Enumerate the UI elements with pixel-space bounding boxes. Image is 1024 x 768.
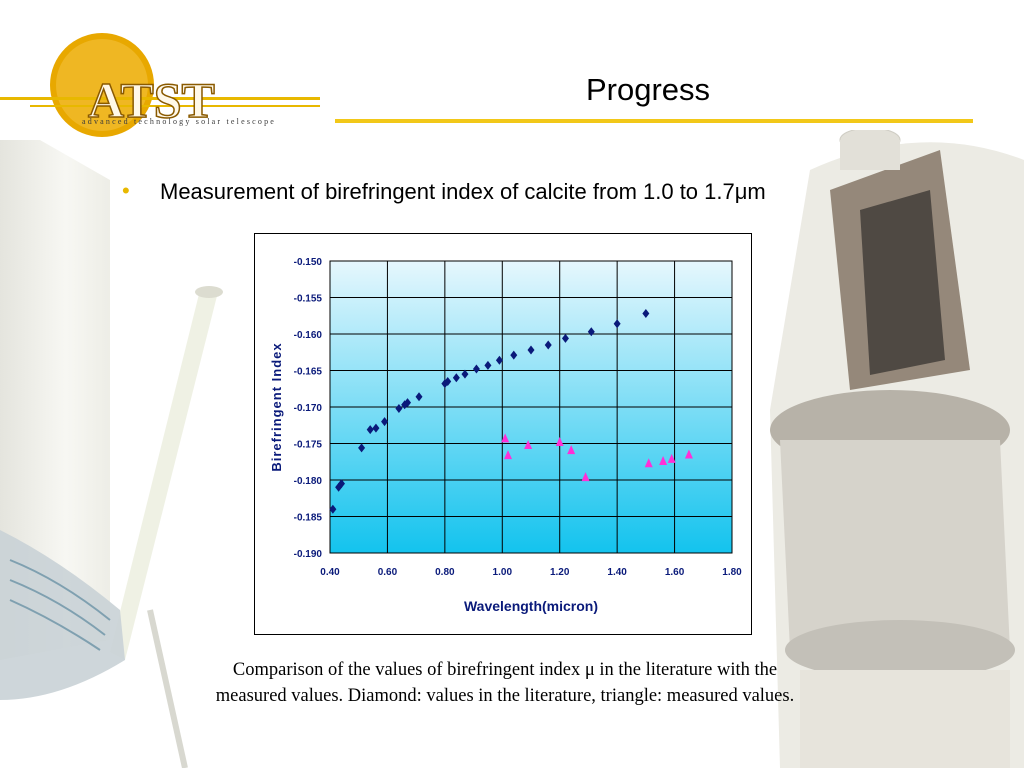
- telescope-enclosure-illustration-right: [770, 130, 1024, 768]
- diamond-point: [544, 340, 552, 350]
- y-tick-label: -0.190: [294, 549, 323, 560]
- triangle-point: [644, 458, 653, 468]
- x-tick-labels: 0.40 0.60 0.80 1.00 1.20 1.40 1.60 1.80: [320, 567, 742, 578]
- slide-title: Progress: [586, 72, 711, 107]
- y-tick-label: -0.150: [294, 257, 323, 268]
- diamond-point: [415, 392, 423, 402]
- diamond-point: [395, 403, 403, 413]
- diamond-point: [461, 369, 469, 379]
- diamond-point: [510, 350, 518, 360]
- gridlines: [329, 260, 733, 554]
- diamond-point: [381, 417, 389, 427]
- triangle-point: [555, 437, 564, 447]
- logo-wordmark: ATST: [88, 72, 215, 128]
- y-tick-label: -0.175: [294, 440, 323, 451]
- diamond-point: [527, 345, 535, 355]
- y-tick-label: -0.170: [294, 403, 323, 414]
- y-tick-labels: -0.150 -0.155 -0.160 -0.165 -0.170 -0.175 -0.1…: [294, 257, 323, 560]
- x-tick-label: 1.40: [607, 567, 627, 578]
- triangle-point: [524, 439, 533, 449]
- birefringence-scatter-chart: -0.150 -0.155 -0.160 -0.165 -0.170 -0.175 -0.1…: [269, 257, 742, 614]
- diamond-point: [444, 376, 452, 386]
- bullet-text: Measurement of birefringent index of cal…: [160, 179, 766, 204]
- diamond-point: [484, 360, 492, 370]
- triangle-point: [659, 456, 668, 466]
- triangle-point: [684, 449, 693, 459]
- diamond-point: [372, 423, 380, 433]
- diamond-point: [587, 327, 595, 337]
- title-underline: [335, 119, 973, 123]
- triangle-point: [504, 450, 513, 460]
- diamond-point: [613, 319, 621, 329]
- diamond-point: [472, 364, 480, 374]
- caption-line-2: measured values. Diamond: values in the …: [215, 686, 795, 706]
- x-tick-label: 1.80: [722, 567, 742, 578]
- triangle-point: [581, 472, 590, 482]
- x-tick-label: 1.20: [550, 567, 570, 578]
- y-tick-label: -0.155: [294, 294, 323, 305]
- triangle-point: [501, 433, 510, 443]
- atst-logo: ATST advanced technology solar telescope: [0, 33, 320, 137]
- x-axis-label: Wavelength(micron): [464, 598, 598, 614]
- y-tick-label: -0.165: [294, 367, 323, 378]
- triangle-point: [667, 453, 676, 463]
- y-tick-label: -0.180: [294, 476, 323, 487]
- diamond-point: [404, 398, 412, 408]
- data-points: [329, 309, 693, 514]
- diamond-point: [337, 479, 345, 489]
- caption-line-1: Comparison of the values of birefringent…: [232, 660, 778, 680]
- y-tick-label: -0.185: [294, 513, 323, 524]
- y-tick-label: -0.160: [294, 330, 323, 341]
- diamond-point: [366, 425, 374, 435]
- x-tick-label: 1.00: [493, 567, 513, 578]
- telescope-enclosure-illustration-left: [0, 140, 223, 768]
- diamond-point: [358, 443, 366, 453]
- diamond-point: [561, 333, 569, 343]
- diamond-point: [495, 355, 503, 365]
- diamond-point: [329, 504, 337, 514]
- triangle-point: [567, 445, 576, 455]
- bullet-marker: •: [122, 178, 130, 203]
- diamond-point: [642, 309, 650, 319]
- figure-caption: Comparison of the values of birefringent…: [140, 657, 870, 709]
- x-tick-label: 1.60: [665, 567, 685, 578]
- y-axis-label: Birefringent Index: [269, 342, 284, 471]
- diamond-point: [401, 400, 409, 410]
- x-tick-label: 0.80: [435, 567, 455, 578]
- logo-tagline: advanced technology solar telescope: [82, 117, 276, 126]
- diamond-point: [335, 482, 343, 492]
- diamond-point: [452, 373, 460, 383]
- x-tick-label: 0.40: [320, 567, 340, 578]
- x-tick-label: 0.60: [378, 567, 398, 578]
